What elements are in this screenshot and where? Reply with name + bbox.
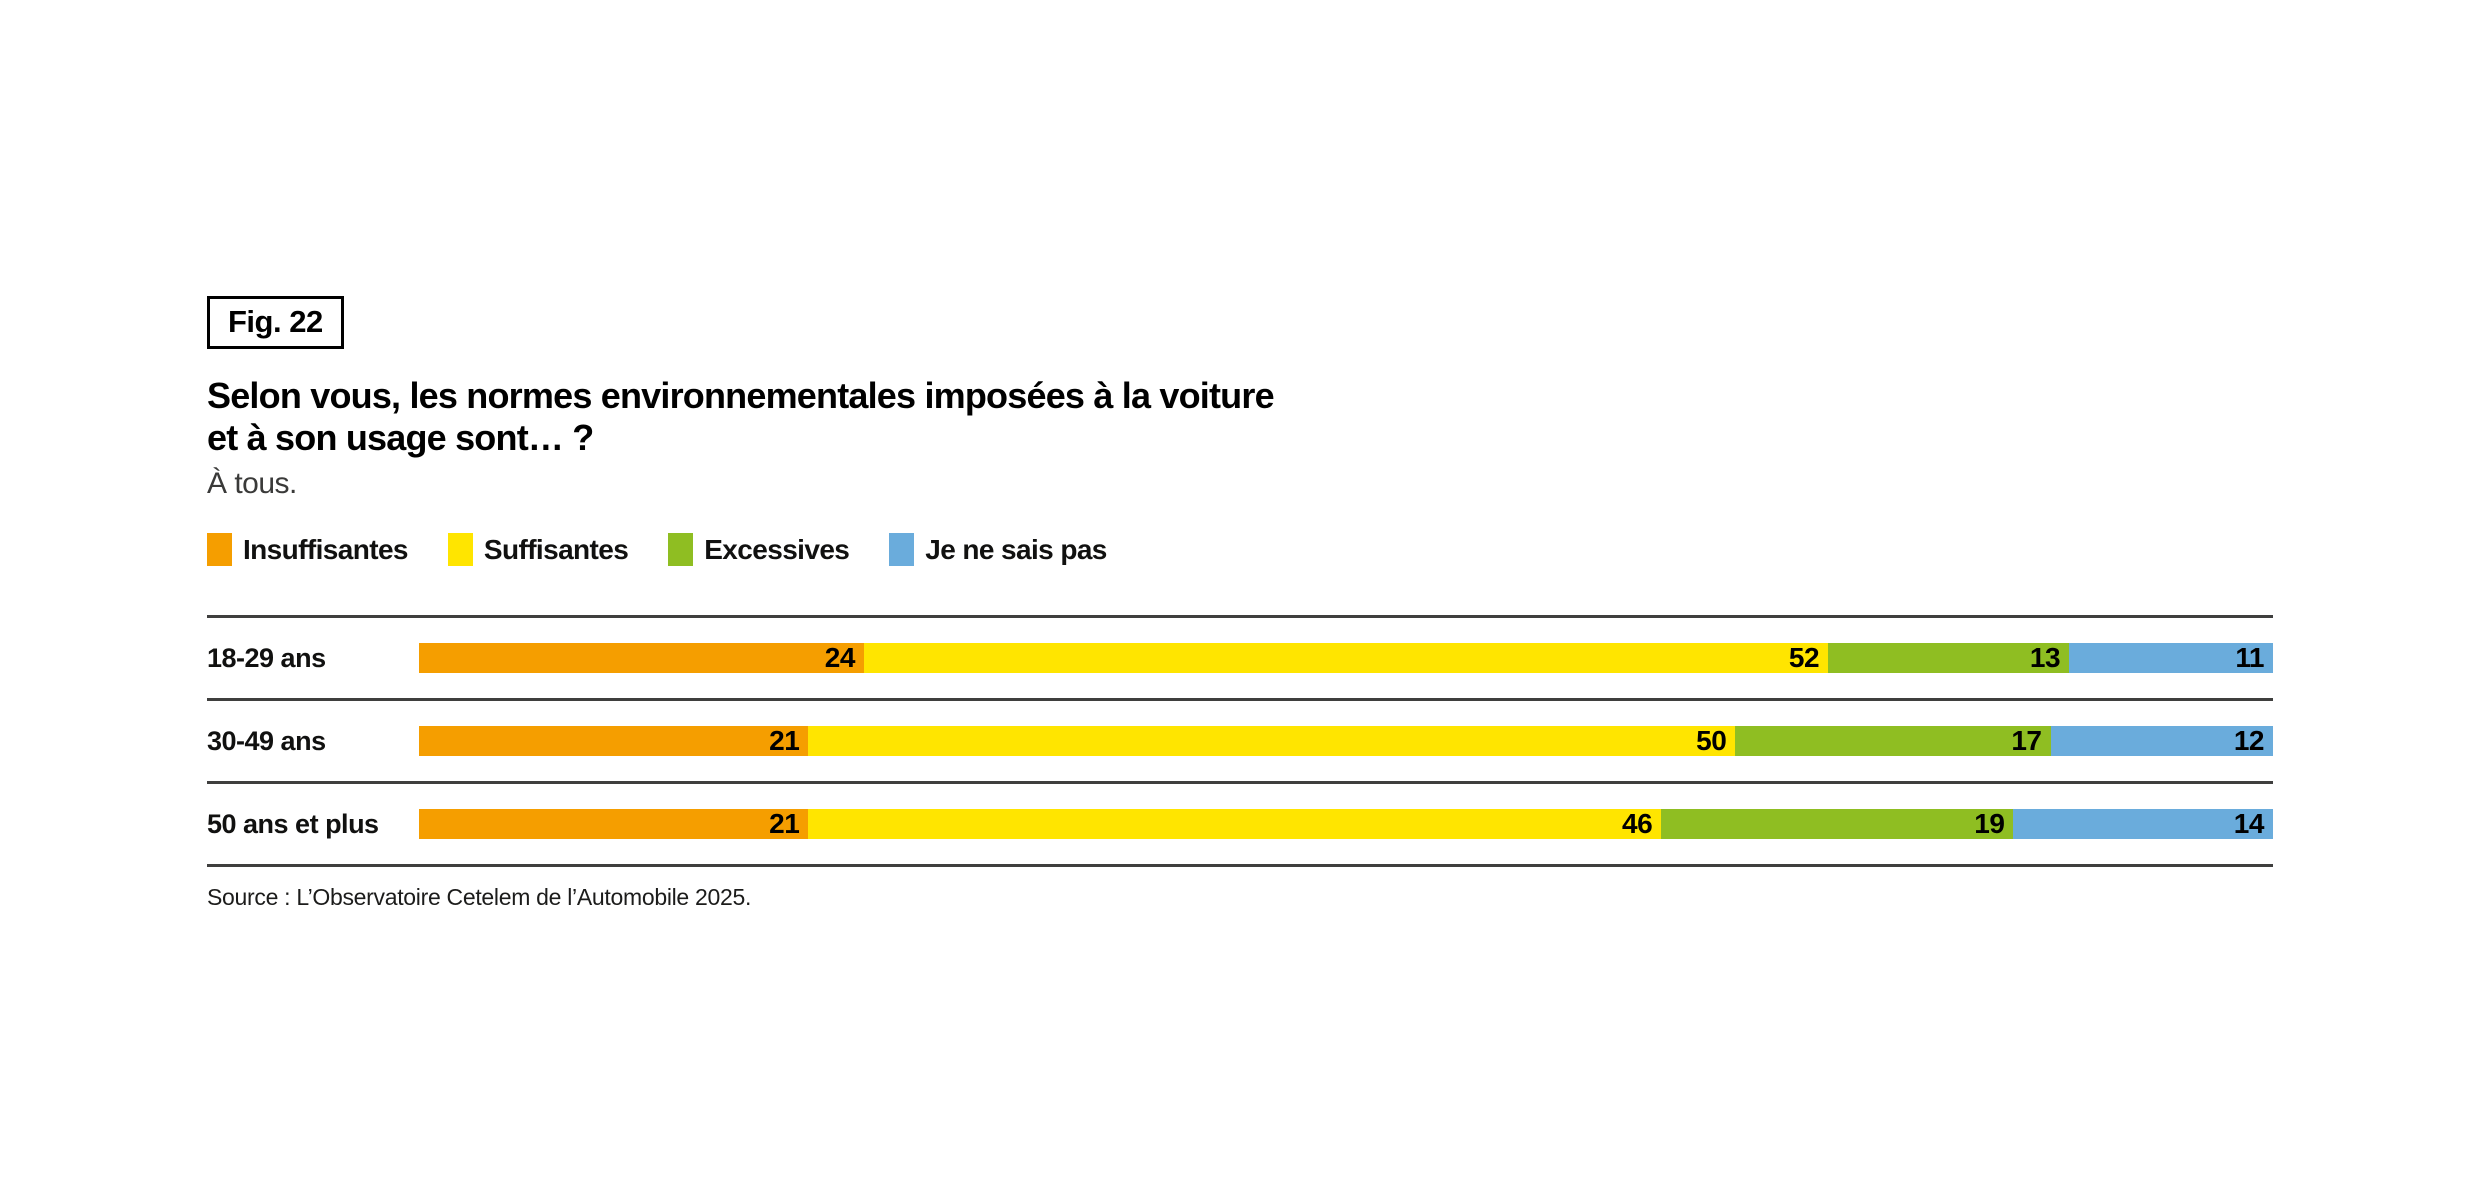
- bar-value: 13: [2029, 643, 2061, 673]
- row-label: 18-29 ans: [207, 642, 326, 673]
- legend-item-je-ne-sais-pas: Je ne sais pas: [889, 533, 1107, 566]
- legend-label: Excessives: [704, 533, 850, 565]
- bar-segment-excessives: 13: [1828, 643, 2070, 673]
- bar-track: 21 50 17 12: [419, 726, 2273, 756]
- figure-canvas: Fig. 22 Selon vous, les normes environne…: [207, 296, 2273, 911]
- chart-title-line2: et à son usage sont… ?: [207, 417, 594, 458]
- legend-item-excessives: Excessives: [668, 533, 850, 566]
- bar-value: 12: [2233, 726, 2265, 756]
- bar-segment-suffisantes: 46: [808, 809, 1662, 839]
- bar-track: 21 46 19 14: [419, 809, 2273, 839]
- legend-swatch-excessives: [668, 533, 694, 566]
- source-note: Source : L’Observatoire Cetelem de l’Aut…: [207, 884, 752, 910]
- bar-value: 11: [2235, 643, 2264, 673]
- figure-number-badge: Fig. 22: [207, 296, 344, 349]
- bar-segment-suffisantes: 52: [863, 643, 1829, 673]
- chart-row-18-29-ans: 18-29 ans 24 52 13 11: [207, 618, 2273, 701]
- bar-segment-je-ne-sais-pas: 11: [2069, 643, 2273, 673]
- bar-value: 21: [769, 726, 800, 756]
- bar-segment-je-ne-sais-pas: 12: [2050, 726, 2273, 756]
- bar-segment-excessives: 17: [1735, 726, 2051, 756]
- legend-label: Je ne sais pas: [925, 533, 1107, 565]
- legend-swatch-insuffisantes: [207, 533, 232, 566]
- bar-value: 17: [2011, 726, 2042, 756]
- bar-value: 21: [769, 809, 800, 839]
- bar-value: 24: [824, 643, 856, 673]
- bar-segment-excessives: 19: [1661, 809, 2014, 839]
- bar-value: 14: [2233, 809, 2265, 839]
- figure-number: Fig. 22: [228, 304, 323, 339]
- legend: Insuffisantes Suffisantes Excessives Je ne …: [207, 533, 2273, 566]
- chart-row-50-ans-et-plus: 50 ans et plus 21 46 19 14: [207, 784, 2273, 867]
- bar-value: 52: [1788, 643, 1820, 673]
- chart-subtitle: À tous.: [207, 467, 297, 500]
- bar-value: 46: [1622, 809, 1653, 839]
- bar-segment-je-ne-sais-pas: 14: [2013, 809, 2273, 839]
- bar-segment-insuffisantes: 21: [419, 726, 809, 756]
- legend-item-insuffisantes: Insuffisantes: [207, 533, 409, 566]
- chart-row-30-49-ans: 30-49 ans 21 50 17 12: [207, 701, 2273, 784]
- bar-value: 50: [1696, 726, 1727, 756]
- row-label: 50 ans et plus: [207, 808, 379, 839]
- bar-segment-insuffisantes: 21: [419, 809, 809, 839]
- legend-item-suffisantes: Suffisantes: [447, 533, 629, 566]
- legend-swatch-je-ne-sais-pas: [889, 533, 915, 566]
- legend-label: Suffisantes: [483, 533, 629, 565]
- bar-segment-insuffisantes: 24: [419, 643, 864, 673]
- row-label: 30-49 ans: [207, 725, 326, 756]
- bar-track: 24 52 13 11: [419, 643, 2273, 673]
- legend-swatch-suffisantes: [447, 533, 473, 566]
- chart-title: Selon vous, les normes environnementales…: [207, 375, 1407, 459]
- chart-title-line1: Selon vous, les normes environnementales…: [207, 375, 1275, 416]
- bar-segment-suffisantes: 50: [808, 726, 1736, 756]
- stacked-bar-chart: 18-29 ans 24 52 13 11 30-49 ans 21 50 17 12 50 ans…: [207, 615, 2273, 867]
- legend-label: Insuffisantes: [243, 533, 409, 565]
- bar-value: 19: [1974, 809, 2005, 839]
